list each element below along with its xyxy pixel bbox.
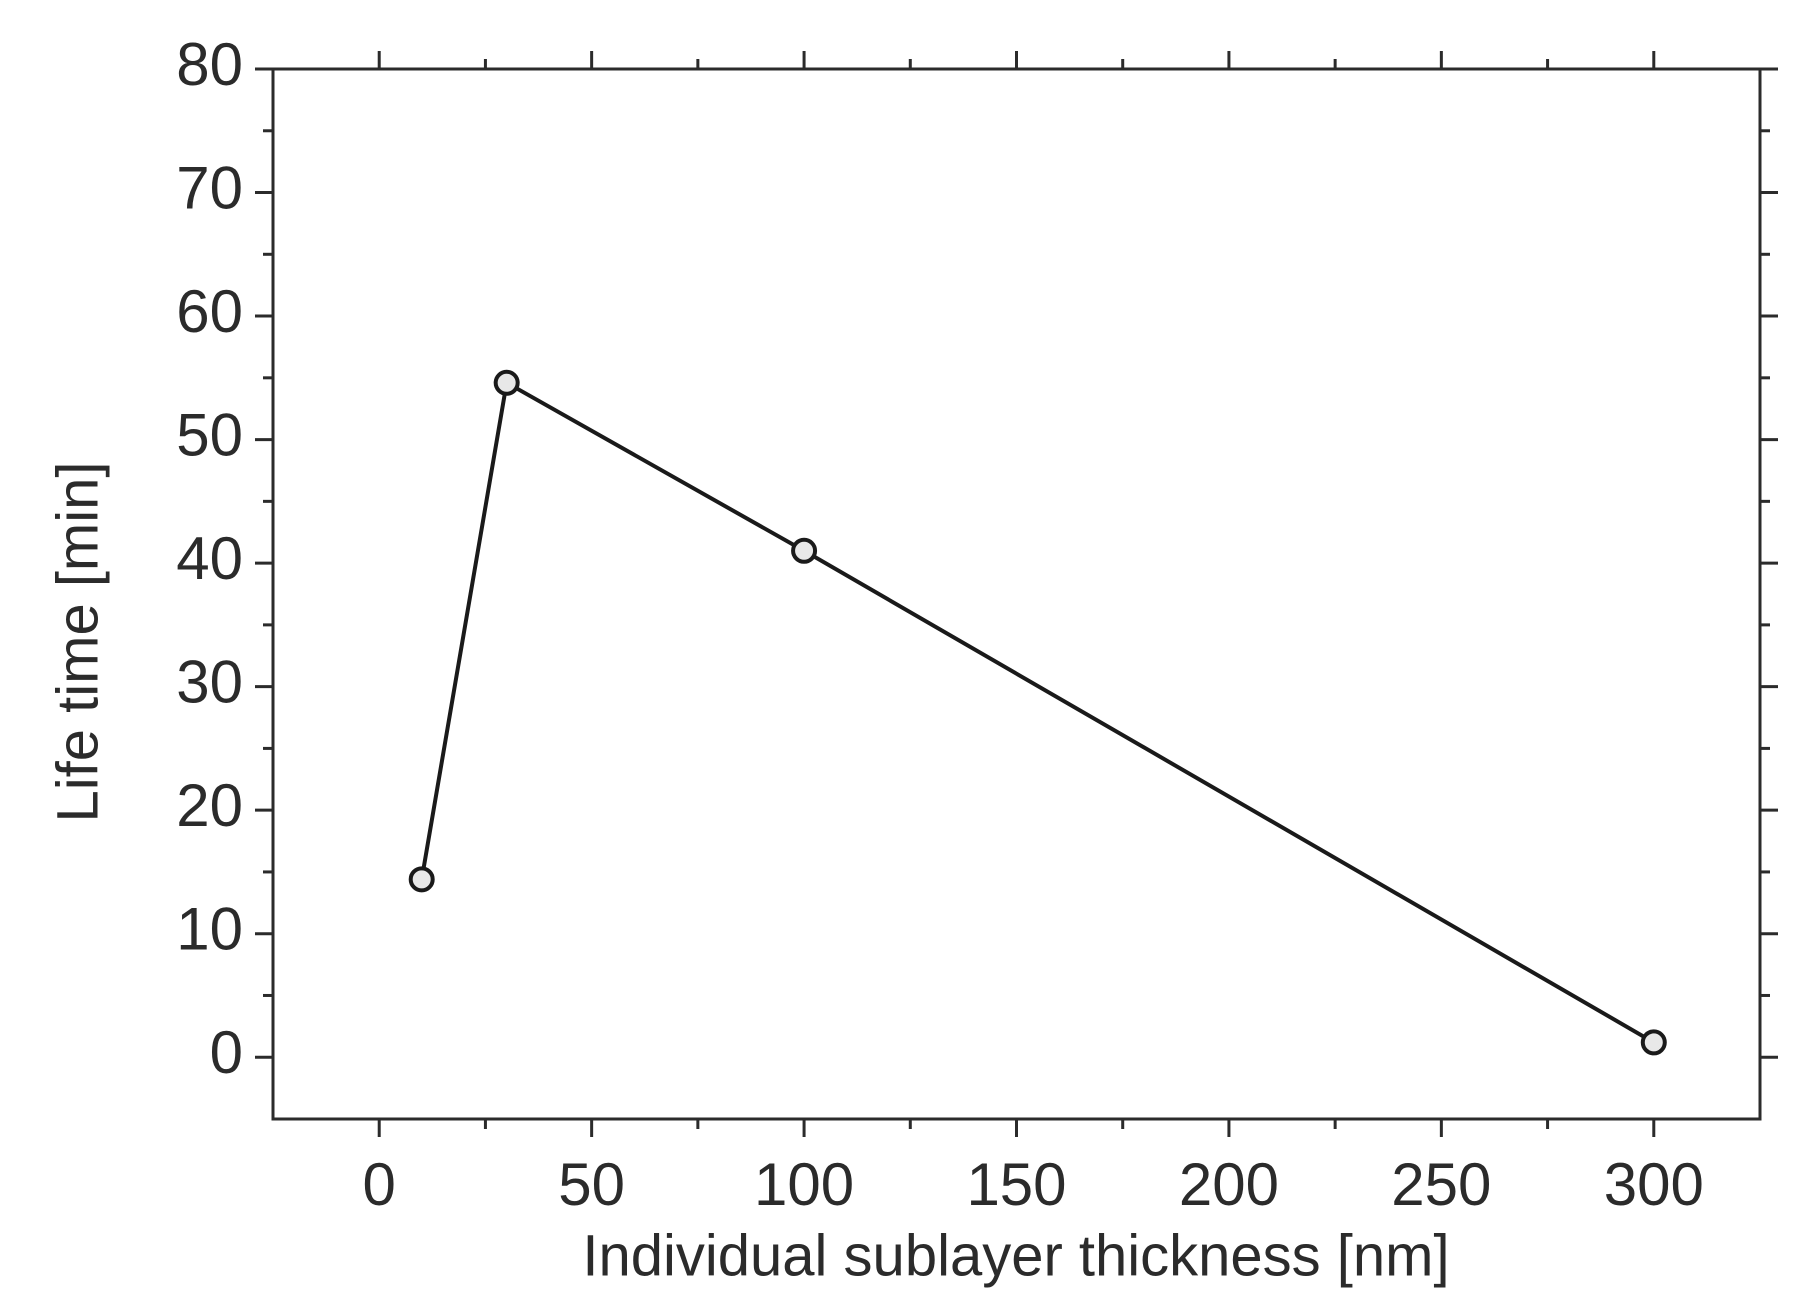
x-tick-label: 0 [363,1151,396,1218]
y-tick-label: 30 [176,648,243,715]
y-tick-label: 50 [176,401,243,468]
y-tick-label: 40 [176,525,243,592]
x-tick-label: 300 [1604,1151,1704,1218]
plot-frame [271,67,1762,1121]
y-tick-label: 70 [176,154,243,221]
data-point [493,369,520,396]
x-tick-label: 250 [1391,1151,1491,1218]
data-point [408,866,435,893]
data-point [791,537,818,564]
x-tick-label: 100 [754,1151,854,1218]
x-tick-label: 200 [1179,1151,1279,1218]
data-line [419,379,1655,1045]
y-tick-label: 0 [210,1019,243,1086]
y-tick-label: 60 [176,278,243,345]
x-tick-label: 150 [966,1151,1066,1218]
y-tick-label: 20 [176,772,243,839]
data-point [1640,1029,1667,1056]
x-tick-label: 50 [558,1151,625,1218]
y-tick-label: 10 [176,896,243,963]
y-axis-label: Life time [min] [45,462,110,823]
x-axis-label: Individual sublayer thickness [nm] [582,1223,1449,1288]
y-tick-label: 80 [176,31,243,98]
